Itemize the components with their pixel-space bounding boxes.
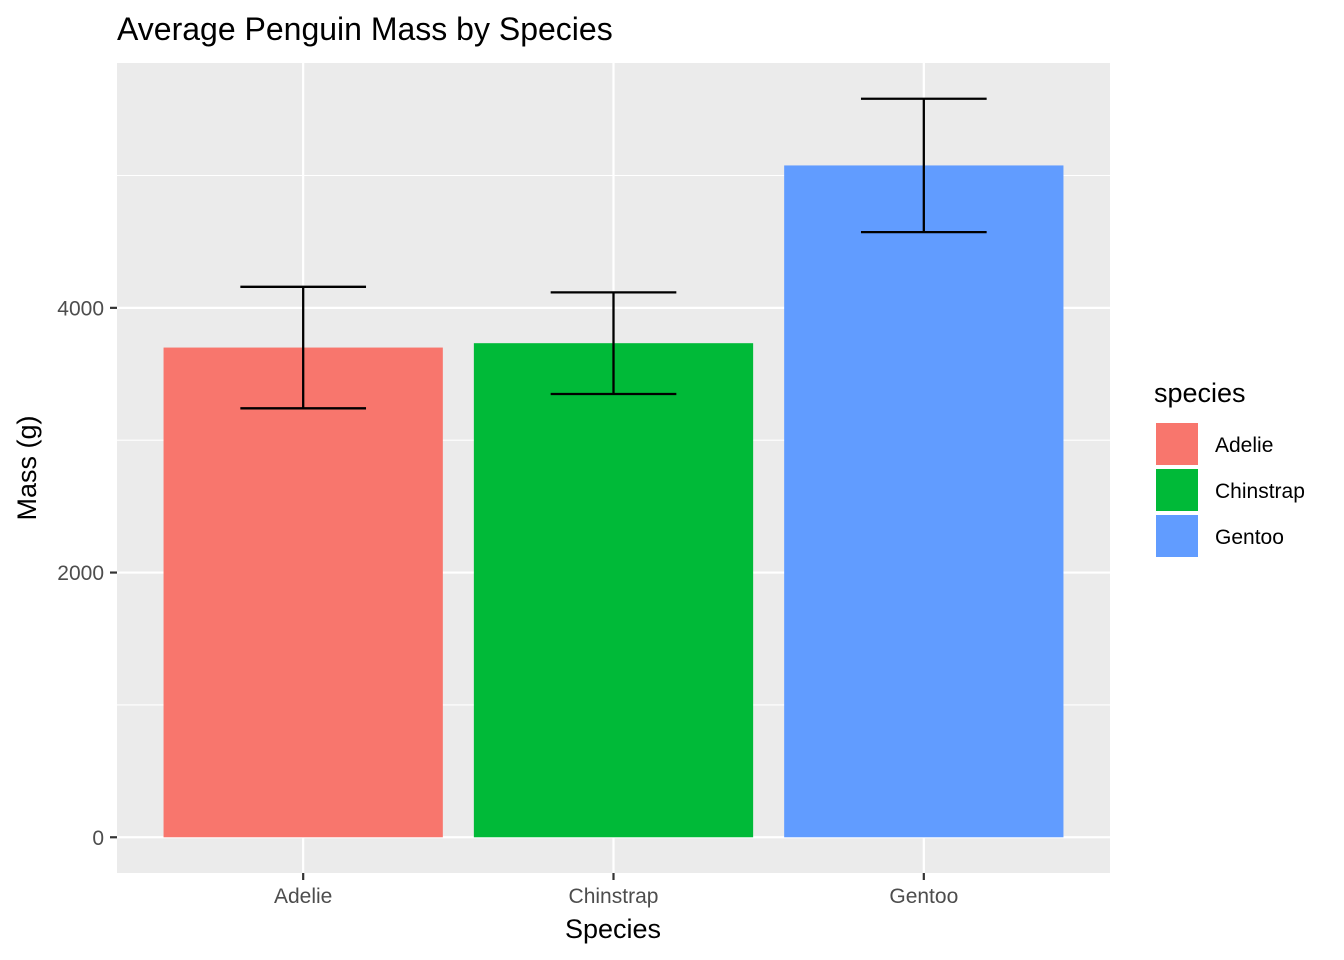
bar-adelie	[163, 347, 443, 838]
x-tick-label: Chinstrap	[569, 885, 659, 908]
y-tick-label: 0	[92, 827, 104, 850]
legend: species Adelie Chinstrap Gentoo	[1154, 378, 1305, 559]
bar-chinstrap	[473, 343, 754, 838]
bars	[163, 165, 1064, 838]
legend-key-adelie	[1154, 421, 1200, 467]
x-tick-label: Adelie	[274, 885, 332, 908]
x-tick-label: Gentoo	[889, 885, 958, 908]
bar-gentoo	[784, 165, 1064, 838]
y-axis-title: Mass (g)	[12, 415, 42, 520]
chart-title: Average Penguin Mass by Species	[117, 11, 613, 47]
legend-label: Chinstrap	[1215, 480, 1305, 503]
x-axis: Adelie Chinstrap Gentoo	[274, 873, 958, 908]
legend-items: Adelie Chinstrap Gentoo	[1154, 421, 1305, 559]
y-tick-label: 2000	[57, 562, 104, 585]
legend-key-gentoo	[1154, 513, 1200, 559]
legend-label: Adelie	[1215, 434, 1273, 457]
legend-key-chinstrap	[1154, 467, 1200, 513]
legend-title: species	[1154, 378, 1246, 408]
legend-label: Gentoo	[1215, 526, 1284, 549]
y-axis: 0 2000 4000	[57, 297, 117, 850]
y-tick-label: 4000	[57, 297, 104, 320]
x-axis-title: Species	[565, 914, 661, 944]
error-bars	[240, 97, 987, 410]
